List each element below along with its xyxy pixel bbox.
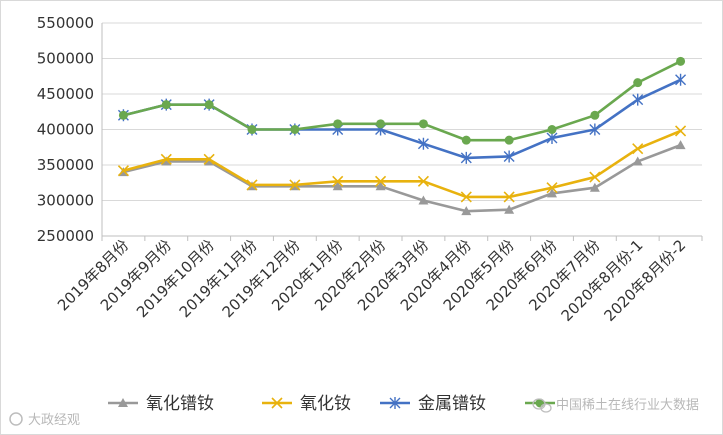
series-line	[123, 60, 682, 142]
legend-item-1: 氧化镨钕	[108, 394, 214, 414]
weibo-icon	[9, 412, 23, 426]
series-lines	[117, 56, 687, 216]
data-point	[204, 156, 215, 166]
data-point	[460, 151, 472, 164]
gridlines	[102, 22, 702, 201]
data-point	[118, 110, 128, 120]
y-tick-label: 550000	[37, 14, 94, 32]
data-point	[675, 73, 687, 86]
data-point	[417, 175, 429, 187]
data-point	[375, 175, 387, 187]
watermark-right-text: 中国稀土在线行业大数据	[556, 398, 699, 413]
data-point	[675, 140, 686, 150]
data-point	[418, 119, 428, 129]
watermark-right: 中国稀土在线行业大数据	[532, 398, 699, 413]
legend-swatch-marker	[389, 397, 401, 409]
data-point	[289, 179, 301, 191]
watermark-left-text: 大政经观	[28, 413, 80, 428]
data-point	[418, 195, 429, 205]
legend-label: 氧化钕	[300, 394, 351, 414]
y-tick-label: 250000	[37, 227, 94, 245]
data-point	[547, 125, 557, 134]
legend-swatch-marker	[118, 398, 128, 407]
data-point	[247, 125, 257, 134]
y-tick-label: 300000	[37, 192, 94, 210]
data-point	[632, 156, 643, 166]
data-point	[547, 188, 557, 198]
watermark-left: 大政经观	[9, 412, 80, 428]
data-point	[546, 182, 558, 194]
y-tick-label: 450000	[37, 85, 94, 103]
data-point	[203, 153, 215, 165]
data-point	[461, 206, 472, 216]
series-1	[118, 140, 686, 216]
y-tick-label: 500000	[37, 50, 94, 68]
y-tick-label: 400000	[37, 121, 94, 139]
data-point	[589, 123, 601, 136]
series-line	[123, 129, 682, 199]
data-point	[503, 150, 515, 163]
data-point	[246, 179, 258, 191]
data-point	[160, 153, 172, 165]
data-point	[332, 181, 343, 191]
data-point	[589, 182, 600, 192]
legend-swatch-marker	[271, 397, 283, 409]
data-point	[675, 125, 687, 137]
data-point	[332, 175, 344, 187]
y-tick-label: 350000	[37, 156, 94, 174]
legend-label: 氧化镨钕	[146, 394, 214, 414]
wechat-icon	[532, 398, 552, 413]
data-point	[461, 135, 471, 145]
data-point	[676, 56, 686, 66]
data-point	[590, 110, 600, 120]
legend-label: 金属镨钕	[418, 394, 486, 414]
data-point	[204, 100, 214, 110]
data-point	[161, 100, 171, 110]
series-4	[118, 56, 686, 145]
data-point	[546, 132, 558, 145]
data-point	[290, 125, 300, 134]
series-line	[123, 143, 682, 213]
data-point	[633, 78, 643, 88]
data-point	[504, 135, 514, 145]
data-point	[589, 171, 601, 183]
data-point	[504, 204, 515, 214]
watermarks: 大政经观 中国稀土在线行业大数据	[9, 398, 699, 428]
data-point	[503, 191, 515, 203]
data-point	[460, 191, 472, 203]
data-point	[333, 119, 343, 129]
legend-item-2: 氧化钕	[262, 394, 351, 414]
data-point	[161, 156, 172, 166]
data-point	[376, 119, 386, 129]
series-2	[117, 125, 687, 203]
legend: 氧化镨钕 氧化钕 金属镨钕	[108, 394, 555, 414]
legend-item-3: 金属镨钕	[380, 394, 486, 414]
data-point	[375, 181, 386, 191]
data-point	[417, 137, 429, 150]
data-point	[632, 93, 644, 106]
data-point	[117, 165, 129, 177]
data-point	[632, 143, 644, 155]
